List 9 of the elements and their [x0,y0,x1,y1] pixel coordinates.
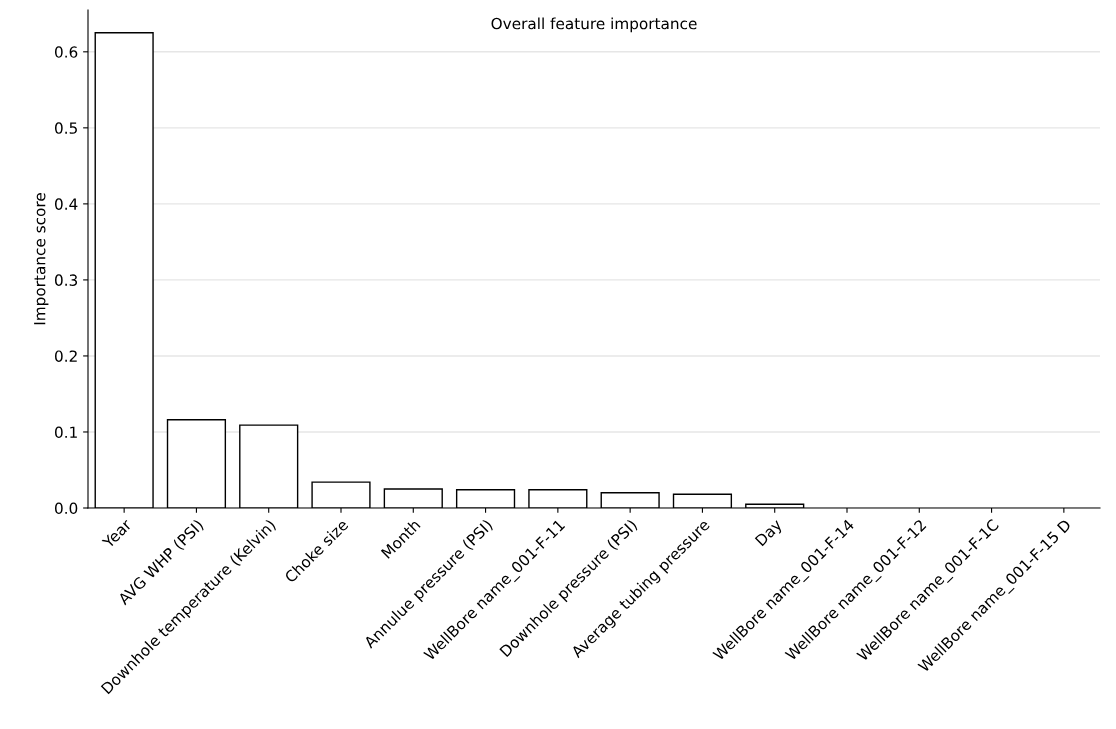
y-tick-label: 0.0 [54,502,78,515]
y-tick-label: 0.3 [54,274,78,286]
y-tick-label: 0.6 [54,46,78,58]
y-tick-label: 0.1 [54,426,77,438]
y-tick-label: 0.4 [54,198,78,210]
y-tick-label: 0.5 [54,122,77,134]
chart-title: Overall feature importance [491,17,697,33]
y-axis-title: Importance score [34,193,49,325]
y-tick-label: 0.2 [54,350,77,362]
